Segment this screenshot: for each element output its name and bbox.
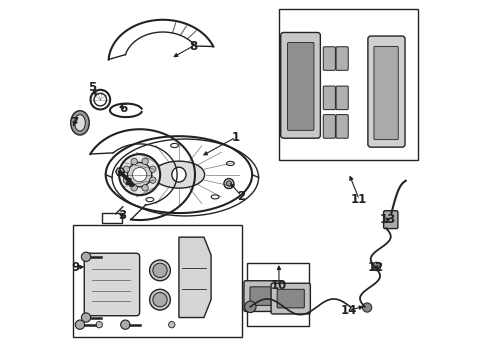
- Ellipse shape: [149, 289, 171, 310]
- Text: 10: 10: [271, 279, 287, 292]
- FancyBboxPatch shape: [336, 86, 348, 110]
- Text: 13: 13: [380, 213, 396, 226]
- Circle shape: [123, 166, 130, 172]
- Bar: [73, 225, 243, 337]
- Circle shape: [149, 177, 156, 183]
- Ellipse shape: [153, 161, 205, 188]
- Text: 3: 3: [118, 209, 126, 222]
- Circle shape: [245, 301, 256, 312]
- Ellipse shape: [211, 195, 219, 199]
- Text: 5: 5: [88, 81, 96, 94]
- Ellipse shape: [226, 181, 232, 186]
- Circle shape: [372, 262, 381, 271]
- Ellipse shape: [226, 161, 234, 166]
- Circle shape: [142, 185, 148, 191]
- Ellipse shape: [172, 167, 186, 182]
- Circle shape: [96, 321, 102, 328]
- Bar: [102, 213, 122, 223]
- FancyBboxPatch shape: [84, 253, 140, 316]
- Circle shape: [149, 166, 156, 172]
- Text: 4: 4: [125, 177, 133, 190]
- Circle shape: [75, 320, 85, 329]
- Circle shape: [131, 158, 137, 165]
- Polygon shape: [179, 237, 211, 318]
- FancyBboxPatch shape: [244, 281, 283, 311]
- Ellipse shape: [74, 114, 85, 131]
- Ellipse shape: [149, 260, 171, 281]
- Bar: [279, 9, 418, 160]
- Ellipse shape: [153, 263, 167, 278]
- Circle shape: [169, 321, 175, 328]
- Text: 2: 2: [237, 190, 245, 203]
- Ellipse shape: [153, 293, 167, 307]
- FancyBboxPatch shape: [281, 32, 320, 138]
- Ellipse shape: [146, 198, 154, 202]
- Ellipse shape: [171, 143, 178, 148]
- Text: 1: 1: [232, 131, 240, 144]
- Circle shape: [81, 313, 91, 322]
- Text: 8: 8: [189, 40, 197, 53]
- Ellipse shape: [121, 166, 129, 170]
- Circle shape: [121, 320, 130, 329]
- Circle shape: [363, 303, 372, 312]
- Circle shape: [131, 185, 137, 191]
- FancyBboxPatch shape: [250, 287, 277, 305]
- FancyBboxPatch shape: [323, 114, 335, 138]
- FancyBboxPatch shape: [336, 114, 348, 138]
- FancyBboxPatch shape: [384, 211, 398, 229]
- FancyBboxPatch shape: [323, 86, 335, 110]
- FancyBboxPatch shape: [277, 289, 304, 308]
- FancyBboxPatch shape: [374, 46, 398, 140]
- FancyBboxPatch shape: [336, 47, 348, 70]
- Text: 11: 11: [351, 193, 368, 206]
- Text: 7: 7: [70, 116, 78, 129]
- Ellipse shape: [127, 162, 152, 187]
- Text: 14: 14: [341, 304, 357, 317]
- FancyBboxPatch shape: [368, 36, 405, 147]
- Ellipse shape: [71, 111, 89, 135]
- FancyBboxPatch shape: [323, 47, 335, 70]
- Circle shape: [81, 252, 91, 261]
- Text: 6: 6: [120, 102, 128, 115]
- Circle shape: [142, 158, 148, 165]
- Text: 12: 12: [368, 261, 384, 274]
- FancyBboxPatch shape: [271, 283, 310, 314]
- Circle shape: [123, 177, 130, 183]
- Bar: [247, 263, 309, 327]
- Text: 9: 9: [71, 261, 79, 274]
- Ellipse shape: [119, 154, 160, 195]
- Ellipse shape: [224, 179, 234, 189]
- Circle shape: [132, 167, 147, 182]
- FancyBboxPatch shape: [288, 42, 314, 130]
